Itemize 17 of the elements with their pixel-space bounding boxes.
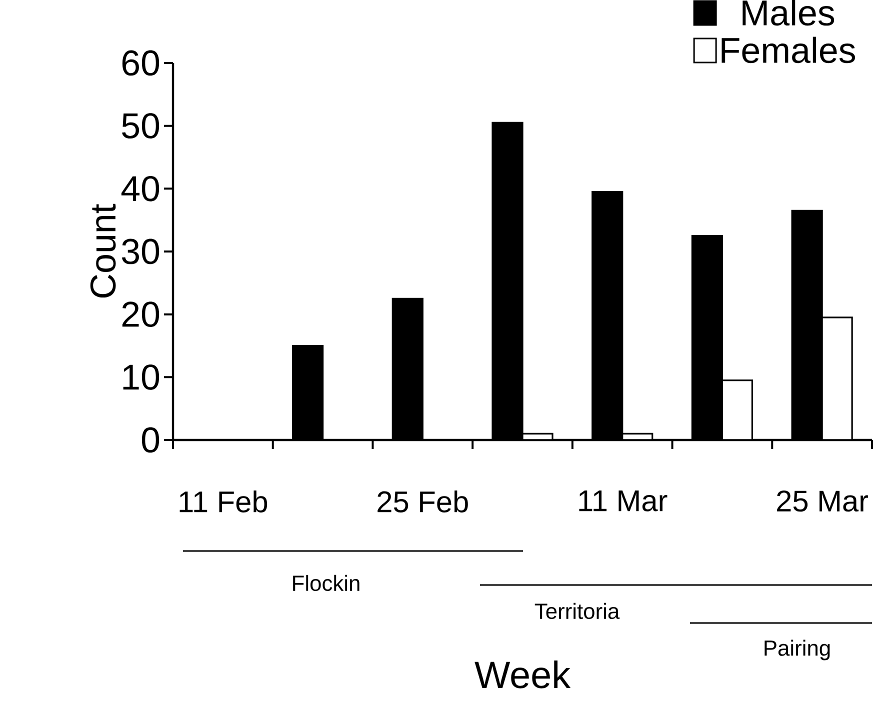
y-tick-label: 10 (123, 364, 160, 390)
y-tick-label: 20 (122, 302, 160, 328)
x-tick-label: 11 Mar (579, 490, 668, 512)
y-tick-label: 0 (142, 427, 160, 453)
y-tick-label: 50 (122, 113, 160, 139)
y-tick-label: 60 (122, 50, 160, 76)
text: Pairing (764, 640, 830, 660)
text: Flockin (293, 574, 360, 592)
x-axis-title: Week (474, 660, 571, 688)
text: Territoria (534, 602, 620, 620)
y-tick-label: 40 (121, 176, 160, 202)
x-tick-label: 25 Feb (378, 490, 468, 512)
legend-label: Females (722, 36, 856, 64)
y-axis-title: Count (90, 204, 116, 298)
y-tick-label: 30 (122, 238, 160, 264)
x-tick-label: 11 Feb (180, 490, 268, 512)
x-tick-label: 25 Mar (777, 490, 868, 512)
